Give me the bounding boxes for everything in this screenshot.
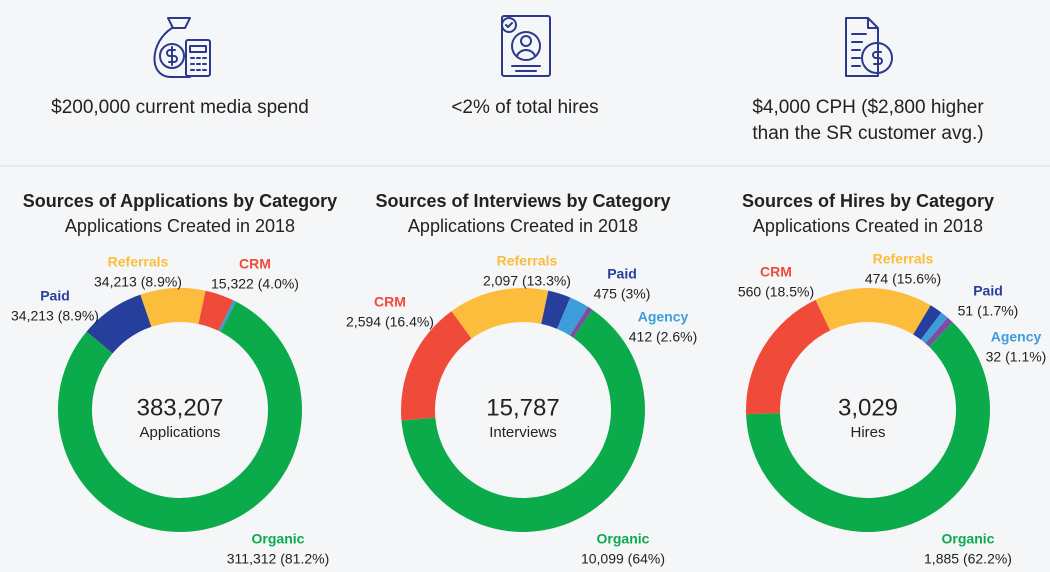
donut-slice xyxy=(451,288,549,339)
donut-slice xyxy=(815,287,931,335)
donut-slice xyxy=(541,290,571,329)
slice-value-label: 2,097 (13.3%) xyxy=(483,273,571,289)
slice-name: Organic xyxy=(252,531,305,547)
slice-value-label: 15,322 (4.0%) xyxy=(211,276,299,292)
slice-name: Referrals xyxy=(497,253,558,269)
chart-title: Sources of Interviews by Category xyxy=(375,191,670,211)
stat-text: $4,000 CPH ($2,800 higher xyxy=(752,97,984,118)
donut-caption: Hires xyxy=(850,424,885,441)
slice-value-label: 311,312 (81.2%) xyxy=(227,551,329,567)
money-bag-icon xyxy=(153,17,211,78)
slice-name: Paid xyxy=(607,266,637,282)
donut-slice xyxy=(140,288,206,327)
slice-value-label: 475 (3%) xyxy=(594,286,651,302)
slice-name: CRM xyxy=(760,264,792,280)
chart-subtitle: Applications Created in 2018 xyxy=(408,216,638,236)
slice-value-label: 412 (2.6%) xyxy=(629,329,697,345)
slice-value-label: 10,099 (64%) xyxy=(581,551,665,567)
donut-slice xyxy=(86,294,152,354)
slice-name: Paid xyxy=(973,283,1003,299)
slice-value-label: 34,213 (8.9%) xyxy=(11,308,99,324)
donut-slice xyxy=(746,322,990,532)
donut-slice xyxy=(746,299,831,415)
donut-total: 15,787 xyxy=(486,394,559,421)
slice-name: Agency xyxy=(638,309,689,325)
donut-slice xyxy=(557,297,589,336)
slice-name: Organic xyxy=(942,531,995,547)
donut-slice xyxy=(401,309,645,532)
donut-slice xyxy=(913,305,942,340)
stat-text: than the SR customer avg.) xyxy=(752,123,983,144)
slice-value-label: 560 (18.5%) xyxy=(738,284,814,300)
stat-text: <2% of total hires xyxy=(451,97,598,118)
donut-total: 383,207 xyxy=(137,394,224,421)
slice-name: CRM xyxy=(374,294,406,310)
candidate-icon xyxy=(501,15,551,77)
slice-value-label: 34,213 (8.9%) xyxy=(94,274,182,290)
donut-caption: Interviews xyxy=(489,424,557,441)
invoice-icon xyxy=(845,17,893,77)
chart-subtitle: Applications Created in 2018 xyxy=(753,216,983,236)
slice-name: Agency xyxy=(991,329,1042,345)
donut-slice xyxy=(925,317,953,347)
slice-value-label: 2,594 (16.4%) xyxy=(346,314,434,330)
donut-total: 3,029 xyxy=(838,394,898,421)
slice-name: Referrals xyxy=(873,251,934,267)
slice-name: Organic xyxy=(597,531,650,547)
chart-title: Sources of Hires by Category xyxy=(742,191,994,211)
slice-value-label: 32 (1.1%) xyxy=(986,349,1047,365)
donut-slice xyxy=(569,306,593,338)
donut-slice xyxy=(920,312,948,344)
chart-subtitle: Applications Created in 2018 xyxy=(65,216,295,236)
chart-title: Sources of Applications by Category xyxy=(23,191,337,211)
donut-slice xyxy=(218,300,237,332)
donut-slice xyxy=(400,311,472,421)
donut-caption: Applications xyxy=(140,424,221,441)
donut-slice xyxy=(58,301,302,532)
donut-slice xyxy=(198,290,234,331)
slice-name: CRM xyxy=(239,256,271,272)
slice-name: Referrals xyxy=(108,254,169,270)
stat-text: $200,000 current media spend xyxy=(51,97,309,118)
slice-value-label: 1,885 (62.2%) xyxy=(924,551,1012,567)
slice-name: Paid xyxy=(40,288,70,304)
slice-value-label: 474 (15.6%) xyxy=(865,271,941,287)
slice-value-label: 51 (1.7%) xyxy=(958,303,1019,319)
